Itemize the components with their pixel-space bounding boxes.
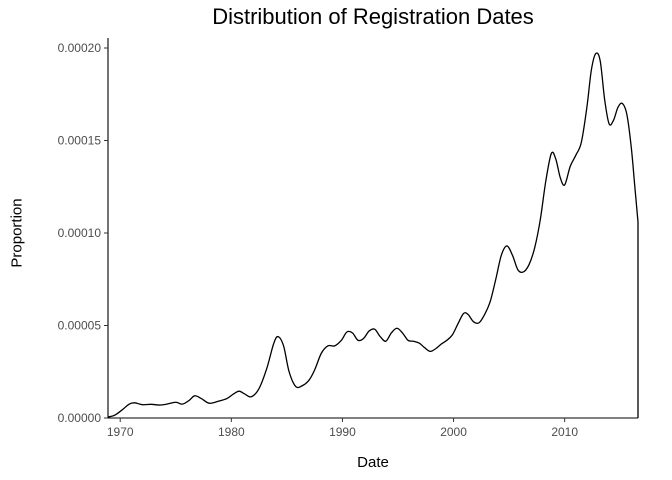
x-tick-label: 2010	[551, 425, 578, 439]
y-tick-label: 0.00000	[58, 411, 102, 425]
y-tick-label: 0.00005	[58, 319, 102, 333]
x-tick-label: 1970	[107, 425, 134, 439]
series-group	[107, 52, 639, 418]
y-tick-label: 0.00020	[58, 41, 102, 55]
x-tick-label: 1980	[218, 425, 245, 439]
x-axis-title: Date	[357, 454, 389, 471]
density-line	[107, 52, 639, 418]
x-axis: 1970 1980 1990 2000 2010	[107, 417, 638, 439]
y-tick-label: 0.00010	[58, 226, 102, 240]
y-axis: 0.00000 0.00005 0.00010 0.00015 0.00020	[58, 38, 109, 425]
chart-title: Distribution of Registration Dates	[212, 4, 534, 29]
y-tick-label: 0.00015	[58, 134, 102, 148]
x-tick-label: 2000	[440, 425, 467, 439]
x-tick-label: 1990	[329, 425, 356, 439]
y-axis-title: Proportion	[8, 198, 26, 268]
